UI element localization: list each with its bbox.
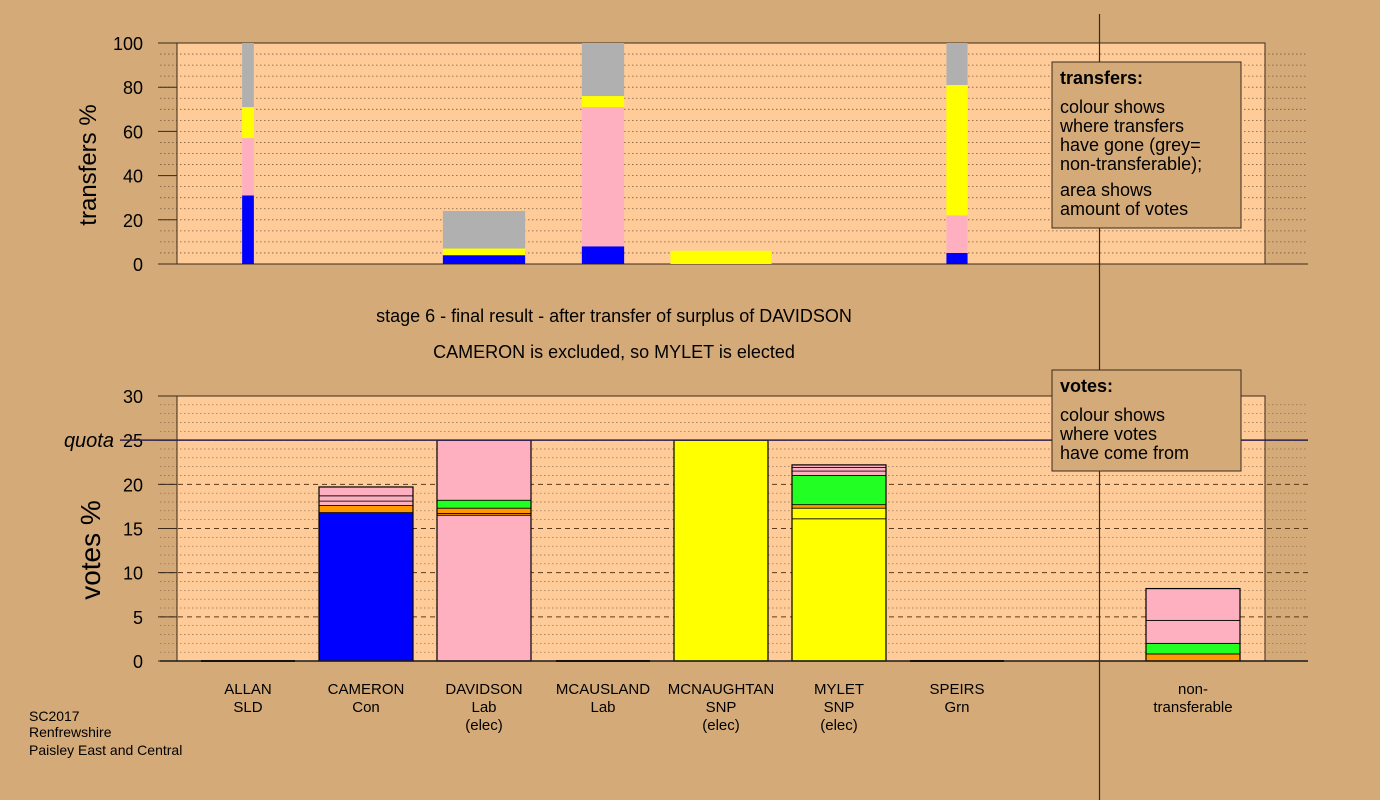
- votes-tick-label: 20: [123, 475, 143, 495]
- candidate-labels: ALLANSLDCAMERONConDAVIDSONLab(elec)MCAUS…: [224, 681, 1232, 734]
- chart-title: stage 6 - final result - after transfer …: [376, 306, 852, 326]
- transfers-tick-label: 0: [133, 255, 143, 275]
- candidate-status: (elec): [820, 717, 858, 734]
- votes-tick-label: 25: [123, 431, 143, 451]
- transfer-segment: [242, 43, 254, 108]
- quota-label: quota: [64, 430, 114, 452]
- transfers-legend-heading: transfers:: [1060, 68, 1143, 88]
- candidate-name: CAMERON: [328, 681, 405, 698]
- votes-legend: votes: colour shows where votes have com…: [1051, 369, 1242, 472]
- transfer-segment: [442, 210, 526, 249]
- transfer-segment: [581, 96, 625, 108]
- vote-segment: [1145, 588, 1241, 621]
- vote-segment: [673, 439, 769, 662]
- candidate-name: MCAUSLAND: [556, 681, 650, 698]
- vote-segment: [791, 467, 887, 472]
- vote-segment: [436, 499, 532, 509]
- transfers-tick-label: 20: [123, 211, 143, 231]
- vote-segment: [791, 470, 887, 476]
- vote-segment: [436, 439, 532, 501]
- candidate-name: MYLET: [814, 681, 864, 698]
- vote-segment: [791, 504, 887, 509]
- votes-panel: 0 5 10 15 20 25 30 quota: [64, 387, 1308, 672]
- vote-segment: [791, 518, 887, 662]
- transfers-tick-label: 40: [123, 167, 143, 187]
- transfer-segment: [242, 195, 254, 264]
- candidate-party: SLD: [233, 699, 262, 716]
- vote-segment: [791, 507, 887, 520]
- vote-segment: [436, 507, 532, 514]
- candidate-party: Grn: [944, 699, 969, 716]
- candidate-party: SNP: [824, 699, 855, 716]
- candidate-name: DAVIDSON: [445, 681, 522, 698]
- footer-council: Renfrewshire: [29, 724, 112, 740]
- candidate-party: transferable: [1153, 699, 1232, 716]
- votes-axis-title: votes %: [75, 500, 106, 600]
- votes-tick-label: 30: [123, 387, 143, 407]
- transfer-segment: [581, 107, 625, 247]
- transfer-segment: [946, 252, 968, 264]
- transfer-segment: [242, 138, 254, 196]
- candidate-party: Lab: [590, 699, 615, 716]
- chart-subtitle: CAMERON is excluded, so MYLET is elected: [433, 342, 795, 362]
- candidate-party: SNP: [706, 699, 737, 716]
- candidate-party: Lab: [471, 699, 496, 716]
- transfers-legend-line: where transfers: [1059, 116, 1184, 136]
- transfers-legend-line: have gone (grey=: [1060, 135, 1201, 155]
- transfer-segment: [442, 255, 526, 264]
- votes-tick-label: 15: [123, 520, 143, 540]
- transfer-segment: [946, 215, 968, 253]
- candidate-status: (elec): [702, 717, 740, 734]
- vote-segment: [1145, 642, 1241, 655]
- vote-segment: [1145, 653, 1241, 662]
- vote-segment: [318, 505, 414, 513]
- votes-legend-heading: votes:: [1060, 376, 1113, 396]
- transfers-legend: transfers: colour shows where transfers …: [1051, 61, 1242, 229]
- votes-legend-line: colour shows: [1060, 405, 1165, 425]
- transfers-legend-line: colour shows: [1060, 97, 1165, 117]
- transfer-segment: [581, 43, 625, 97]
- transfer-segment: [442, 248, 526, 256]
- footer: SC2017 Renfrewshire Paisley East and Cen…: [29, 708, 182, 758]
- transfers-tick-label: 100: [113, 34, 143, 54]
- transfers-tick-label: 60: [123, 122, 143, 142]
- candidate-name: SPEIRS: [929, 681, 984, 698]
- vote-segment: [318, 512, 414, 662]
- candidate-party: Con: [352, 699, 380, 716]
- transfers-legend-line: amount of votes: [1060, 199, 1188, 219]
- footer-ward: Paisley East and Central: [29, 742, 182, 758]
- footer-election: SC2017: [29, 708, 80, 724]
- candidate-name: non-: [1178, 681, 1208, 698]
- transfer-segment: [670, 250, 772, 264]
- candidate-status: (elec): [465, 717, 503, 734]
- vote-segment: [1145, 619, 1241, 644]
- transfer-segment: [581, 246, 625, 264]
- votes-legend-line: have come from: [1060, 443, 1189, 463]
- transfer-segment: [946, 84, 968, 216]
- transfer-segment: [242, 107, 254, 139]
- transfer-segment: [946, 43, 968, 85]
- votes-tick-label: 0: [133, 652, 143, 672]
- votes-tick-label: 5: [133, 608, 143, 628]
- candidate-name: MCNAUGHTAN: [668, 681, 774, 698]
- candidate-name: ALLAN: [224, 681, 272, 698]
- votes-legend-line: where votes: [1059, 424, 1157, 444]
- vote-segment: [436, 514, 532, 662]
- transfers-legend-line: area shows: [1060, 180, 1152, 200]
- transfers-axis-title: transfers %: [75, 104, 102, 225]
- vote-segment: [791, 475, 887, 506]
- vote-segment: [318, 500, 414, 506]
- vote-segment: [318, 486, 414, 497]
- transfers-tick-label: 80: [123, 78, 143, 98]
- votes-tick-label: 10: [123, 564, 143, 584]
- vote-segment: [318, 495, 414, 502]
- transfers-legend-line: non-transferable);: [1060, 154, 1202, 174]
